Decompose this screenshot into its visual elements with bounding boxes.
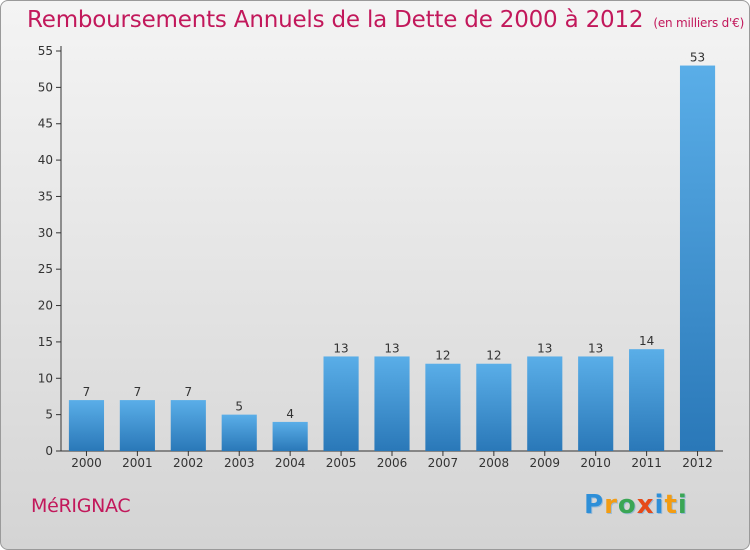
- bar: [272, 421, 308, 451]
- logo-letter: o: [617, 490, 637, 520]
- y-axis: 0 5 10 15 20 25 30 35 40 45 50 55: [38, 44, 62, 458]
- logo-letter: r: [604, 490, 618, 520]
- logo-letter: x: [636, 490, 655, 520]
- bar-value-label: 13: [384, 341, 399, 355]
- y-tick-label: 30: [38, 226, 53, 240]
- x-tick-label: 2008: [479, 456, 510, 470]
- y-tick-label: 55: [38, 44, 53, 58]
- x-tick-label: 2000: [71, 456, 102, 470]
- bar-value-label: 14: [639, 334, 654, 348]
- bar-value-label: 4: [286, 407, 294, 421]
- bar-value-label: 5: [235, 400, 243, 414]
- bar: [374, 356, 410, 451]
- bar-value-label: 13: [333, 341, 348, 355]
- bar-value-label: 12: [486, 349, 501, 363]
- x-tick-label: 2007: [428, 456, 459, 470]
- bar-value-label: 13: [588, 341, 603, 355]
- chart-title-text: Remboursements Annuels de la Dette de 20…: [27, 7, 644, 33]
- x-tick-label: 2003: [224, 456, 255, 470]
- y-tick-label: 20: [38, 299, 53, 313]
- bar-value-label: 12: [435, 349, 450, 363]
- y-tick-label: 50: [38, 80, 53, 94]
- x-tick-label: 2009: [529, 456, 560, 470]
- proxiti-logo: Proxiti: [584, 490, 688, 520]
- bar-value-label: 7: [134, 385, 142, 399]
- commune-name: MéRIGNAC: [31, 495, 131, 517]
- bars: [68, 65, 716, 451]
- bar: [425, 363, 461, 451]
- bar: [476, 363, 512, 451]
- logo-letter: t: [664, 490, 678, 520]
- logo-letter: P: [584, 490, 605, 520]
- y-tick-label: 40: [38, 153, 53, 167]
- x-tick-label: 2001: [122, 456, 153, 470]
- bar-value-label: 7: [184, 385, 192, 399]
- x-tick-label: 2006: [377, 456, 408, 470]
- y-tick-label: 35: [38, 189, 53, 203]
- x-tick-label: 2002: [173, 456, 204, 470]
- chart-title: Remboursements Annuels de la Dette de 20…: [27, 7, 744, 33]
- y-tick-label: 15: [38, 335, 53, 349]
- x-tick-label: 2011: [631, 456, 662, 470]
- logo-letter: i: [677, 490, 688, 520]
- bar: [323, 356, 359, 451]
- bar: [221, 414, 257, 451]
- bar: [68, 400, 105, 451]
- bar-value-label: 7: [83, 385, 91, 399]
- bar-value-label: 53: [690, 51, 705, 65]
- bar-value-label: 13: [537, 341, 552, 355]
- x-tick-label: 2010: [580, 456, 611, 470]
- bar: [170, 400, 206, 451]
- y-tick-label: 10: [38, 371, 53, 385]
- bar: [119, 400, 155, 451]
- data-labels: 7 7 7 5 4 13 13 12 12 13 13 14 53: [83, 51, 706, 421]
- y-tick-label: 45: [38, 117, 53, 131]
- logo-letter: i: [654, 490, 665, 520]
- bar: [578, 356, 614, 451]
- bar: [629, 349, 665, 451]
- x-axis: 2000 2001 2002 2003 2004 2005 2006 2007 2008 2009…: [61, 450, 723, 470]
- x-tick-label: 2004: [275, 456, 306, 470]
- y-tick-label: 0: [45, 444, 53, 458]
- x-tick-label: 2012: [682, 456, 713, 470]
- bar: [679, 65, 716, 451]
- y-tick-label: 25: [38, 262, 53, 276]
- chart-subtitle: (en milliers d'€): [653, 16, 745, 30]
- bar: [527, 356, 563, 451]
- x-tick-label: 2005: [326, 456, 357, 470]
- y-tick-label: 5: [45, 408, 53, 422]
